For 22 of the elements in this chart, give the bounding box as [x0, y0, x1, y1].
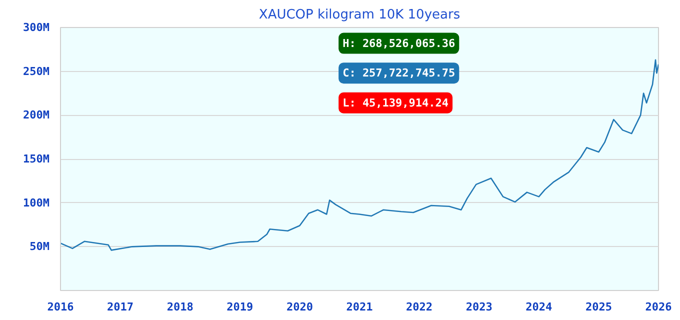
- x-tick-label: 2022: [406, 300, 433, 314]
- line-series: [60, 59, 658, 251]
- y-tick-label: 300M: [23, 21, 50, 34]
- x-tick-label: 2018: [166, 300, 194, 314]
- x-tick-label: 2021: [346, 300, 374, 314]
- x-tick-label: 2020: [286, 300, 313, 314]
- x-tick-label: 2023: [466, 300, 492, 314]
- y-tick-label: 250M: [23, 64, 50, 78]
- y-tick-label: 50M: [30, 240, 50, 254]
- chart-title: XAUCOP kilogram 10K 10years: [258, 8, 460, 22]
- annotation: C: 257,722,745.75: [342, 66, 456, 80]
- x-tick-label: 2016: [47, 300, 74, 314]
- annotation: H: 268,526,065.36: [342, 36, 456, 50]
- x-tick-label: 2025: [585, 300, 612, 314]
- x-tick-label: 2026: [645, 300, 672, 314]
- y-tick-label: 150M: [23, 152, 50, 166]
- x-tick-label: 2017: [107, 300, 134, 314]
- x-tick-label: 2019: [226, 300, 254, 314]
- x-tick-label: 2024: [526, 300, 553, 314]
- annotation: L: 45,139,914.24: [342, 96, 449, 110]
- y-tick-label: 200M: [23, 108, 50, 122]
- y-tick-label: 100M: [23, 196, 50, 210]
